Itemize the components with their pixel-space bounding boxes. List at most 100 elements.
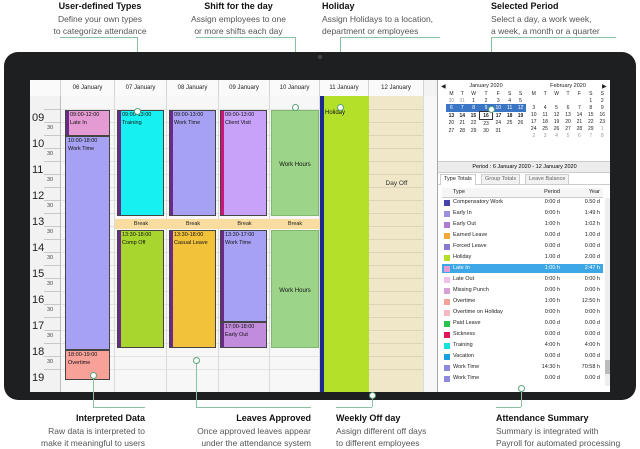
row-year: 0:00 h [584,276,600,282]
callout-line: to different employees [336,438,420,448]
tab-type-totals[interactable]: Type Totals [440,174,476,185]
event-late-in[interactable]: 09:00-12:00 Late In [65,110,110,136]
summary-row[interactable]: Overtime on Holiday 0:00 h 0:00 h [442,308,603,317]
break-block[interactable]: Break [167,219,219,229]
time-tick [44,343,60,344]
col-year[interactable]: Year [588,189,600,195]
row-year: 0.00 d [584,353,600,359]
minute-label: 30 [47,125,54,131]
summary-row[interactable]: Training 4:00 h 4:00 h [442,341,603,350]
scrollbar-track[interactable] [605,198,610,386]
summary-row[interactable]: Sickness 0.00 d 0.00 d [442,330,603,339]
event-comp-off[interactable]: 13:30-18:00 Comp Off [117,230,164,348]
row-type: Early Out [453,221,476,227]
summary-row[interactable]: Paid Leave 0.00 d 0.00 d [442,319,603,328]
break-block[interactable]: Break [270,219,320,229]
event-early-out[interactable]: 17:00-18:00 Early Out [220,322,267,348]
callout-title: Leaves Approved [236,413,311,423]
summary-row[interactable]: Late In 1:00 h 2:47 h [442,264,603,273]
summary-row[interactable]: Early In 0:00 h 1:49 h [442,209,603,218]
day-header[interactable]: 10 January [270,80,320,96]
event-work-hours[interactable]: Work Hours [271,110,319,216]
type-color-swatch [444,221,450,228]
summary-row[interactable]: Work Time 14:30 h 70:58 h [442,363,603,372]
day-column[interactable] [369,96,424,392]
callout-title: Attendance Summary [496,413,589,423]
callout-user-defined-types: User-defined Types Define your own types… [30,0,170,37]
event-client-visit[interactable]: 09:00-13:00 Client Visit [220,110,267,216]
time-tick [44,291,60,292]
callout-line: Once approved leaves appear [197,426,311,436]
tab-leave-balance[interactable]: Leave Balance [525,174,570,184]
prev-month-arrow[interactable]: ◀ [441,84,446,90]
row-period: 1:00 h [544,265,560,271]
camera-dot [318,55,322,59]
callout-line: department or employees [322,26,419,36]
scrollbar-thumb[interactable] [605,360,610,374]
grid-line [167,356,218,357]
summary-row[interactable]: Late Out 0:00 h 0:00 h [442,275,603,284]
day-header[interactable]: 09 January [219,80,270,96]
event-work-hours[interactable]: Work Hours [271,230,319,348]
type-color-swatch [444,287,450,294]
tab-group-totals[interactable]: Group Totals [481,174,521,184]
time-tick [44,161,60,162]
event-casual-leave[interactable]: 13:30-18:00 Casual Leave [169,230,216,348]
summary-row[interactable]: Compensatory Work 0:00 d 0.50 d [442,198,603,207]
break-block[interactable]: Break [115,219,167,229]
day-header[interactable]: 08 January [167,80,219,96]
calendar-week[interactable]: 27 28 29 30 31 [448,127,502,134]
calendar-week[interactable]: 13 14 15 16 17 18 19 [448,111,524,120]
callout-line: under the attendance system [201,438,311,448]
minute-label: 30 [47,255,54,261]
calendar-week[interactable]: 10 11 12 13 14 15 16 [530,111,606,118]
summary-row[interactable]: Missing Punch 0:00 h 0:00 h [442,286,603,295]
event-day-off[interactable]: Day Off [385,180,408,187]
day-header[interactable]: 06 January [61,80,115,96]
leader-line [196,407,311,408]
calendar-week-selected[interactable]: 6 7 8 9 10 11 12 [446,104,526,112]
type-color-swatch [444,320,450,327]
event-time: 10:00-18:00 [68,138,98,144]
summary-row[interactable]: Overtime 1:00 h 12:50 h [442,297,603,306]
break-block[interactable]: Break [219,219,270,229]
row-type: Compensatory Work [453,199,504,205]
grid-line [167,369,218,370]
event-work-time[interactable]: 09:00-13:00 Work Time [169,110,216,216]
col-type[interactable]: Type [453,189,465,195]
day-header[interactable]: 07 January [115,80,167,96]
hour-label: 14 [32,242,45,254]
summary-row[interactable]: Forced Leave 0.00 d 0.00 d [442,242,603,251]
type-color-swatch [444,331,450,338]
summary-row[interactable]: Earned Leave 0.00 d 1.00 d [442,231,603,240]
event-work-time[interactable]: 10:00-18:00 Work Time [65,136,110,350]
summary-row[interactable]: Work Time 0.00 d 0.00 d [442,374,603,383]
minute-label: 30 [47,359,54,365]
day-header[interactable]: 11 January [320,80,369,96]
summary-row[interactable]: Holiday 1.00 d 2.00 d [442,253,603,262]
event-work-time[interactable]: 13:30-17:00 Work Time [220,230,267,322]
summary-row[interactable]: Early Out 1:00 h 1:02 h [442,220,603,229]
calendar-week[interactable]: 24 25 26 27 28 29 1 [530,125,604,132]
row-year: 2:47 h [584,265,600,271]
time-header [30,80,61,96]
event-holiday[interactable]: Holiday [320,96,369,392]
col-period[interactable]: Period [544,189,560,195]
calendar-week[interactable]: 20 21 22 23 24 25 26 [448,120,524,127]
event-training[interactable]: 09:00-13:00 Training [117,110,164,216]
summary-row[interactable]: Vacation 0.00 d 0.00 d [442,352,603,361]
day-header[interactable]: 12 January [369,80,424,96]
calendar-week[interactable]: 30 31 1 2 3 4 5 [448,97,522,104]
grid-line [369,135,423,136]
calendar-week[interactable]: 17 18 19 20 21 22 23 [530,118,606,125]
event-overtime[interactable]: 18:00-19:00 Overtime [65,350,110,380]
next-month-arrow[interactable]: ▶ [602,84,607,90]
